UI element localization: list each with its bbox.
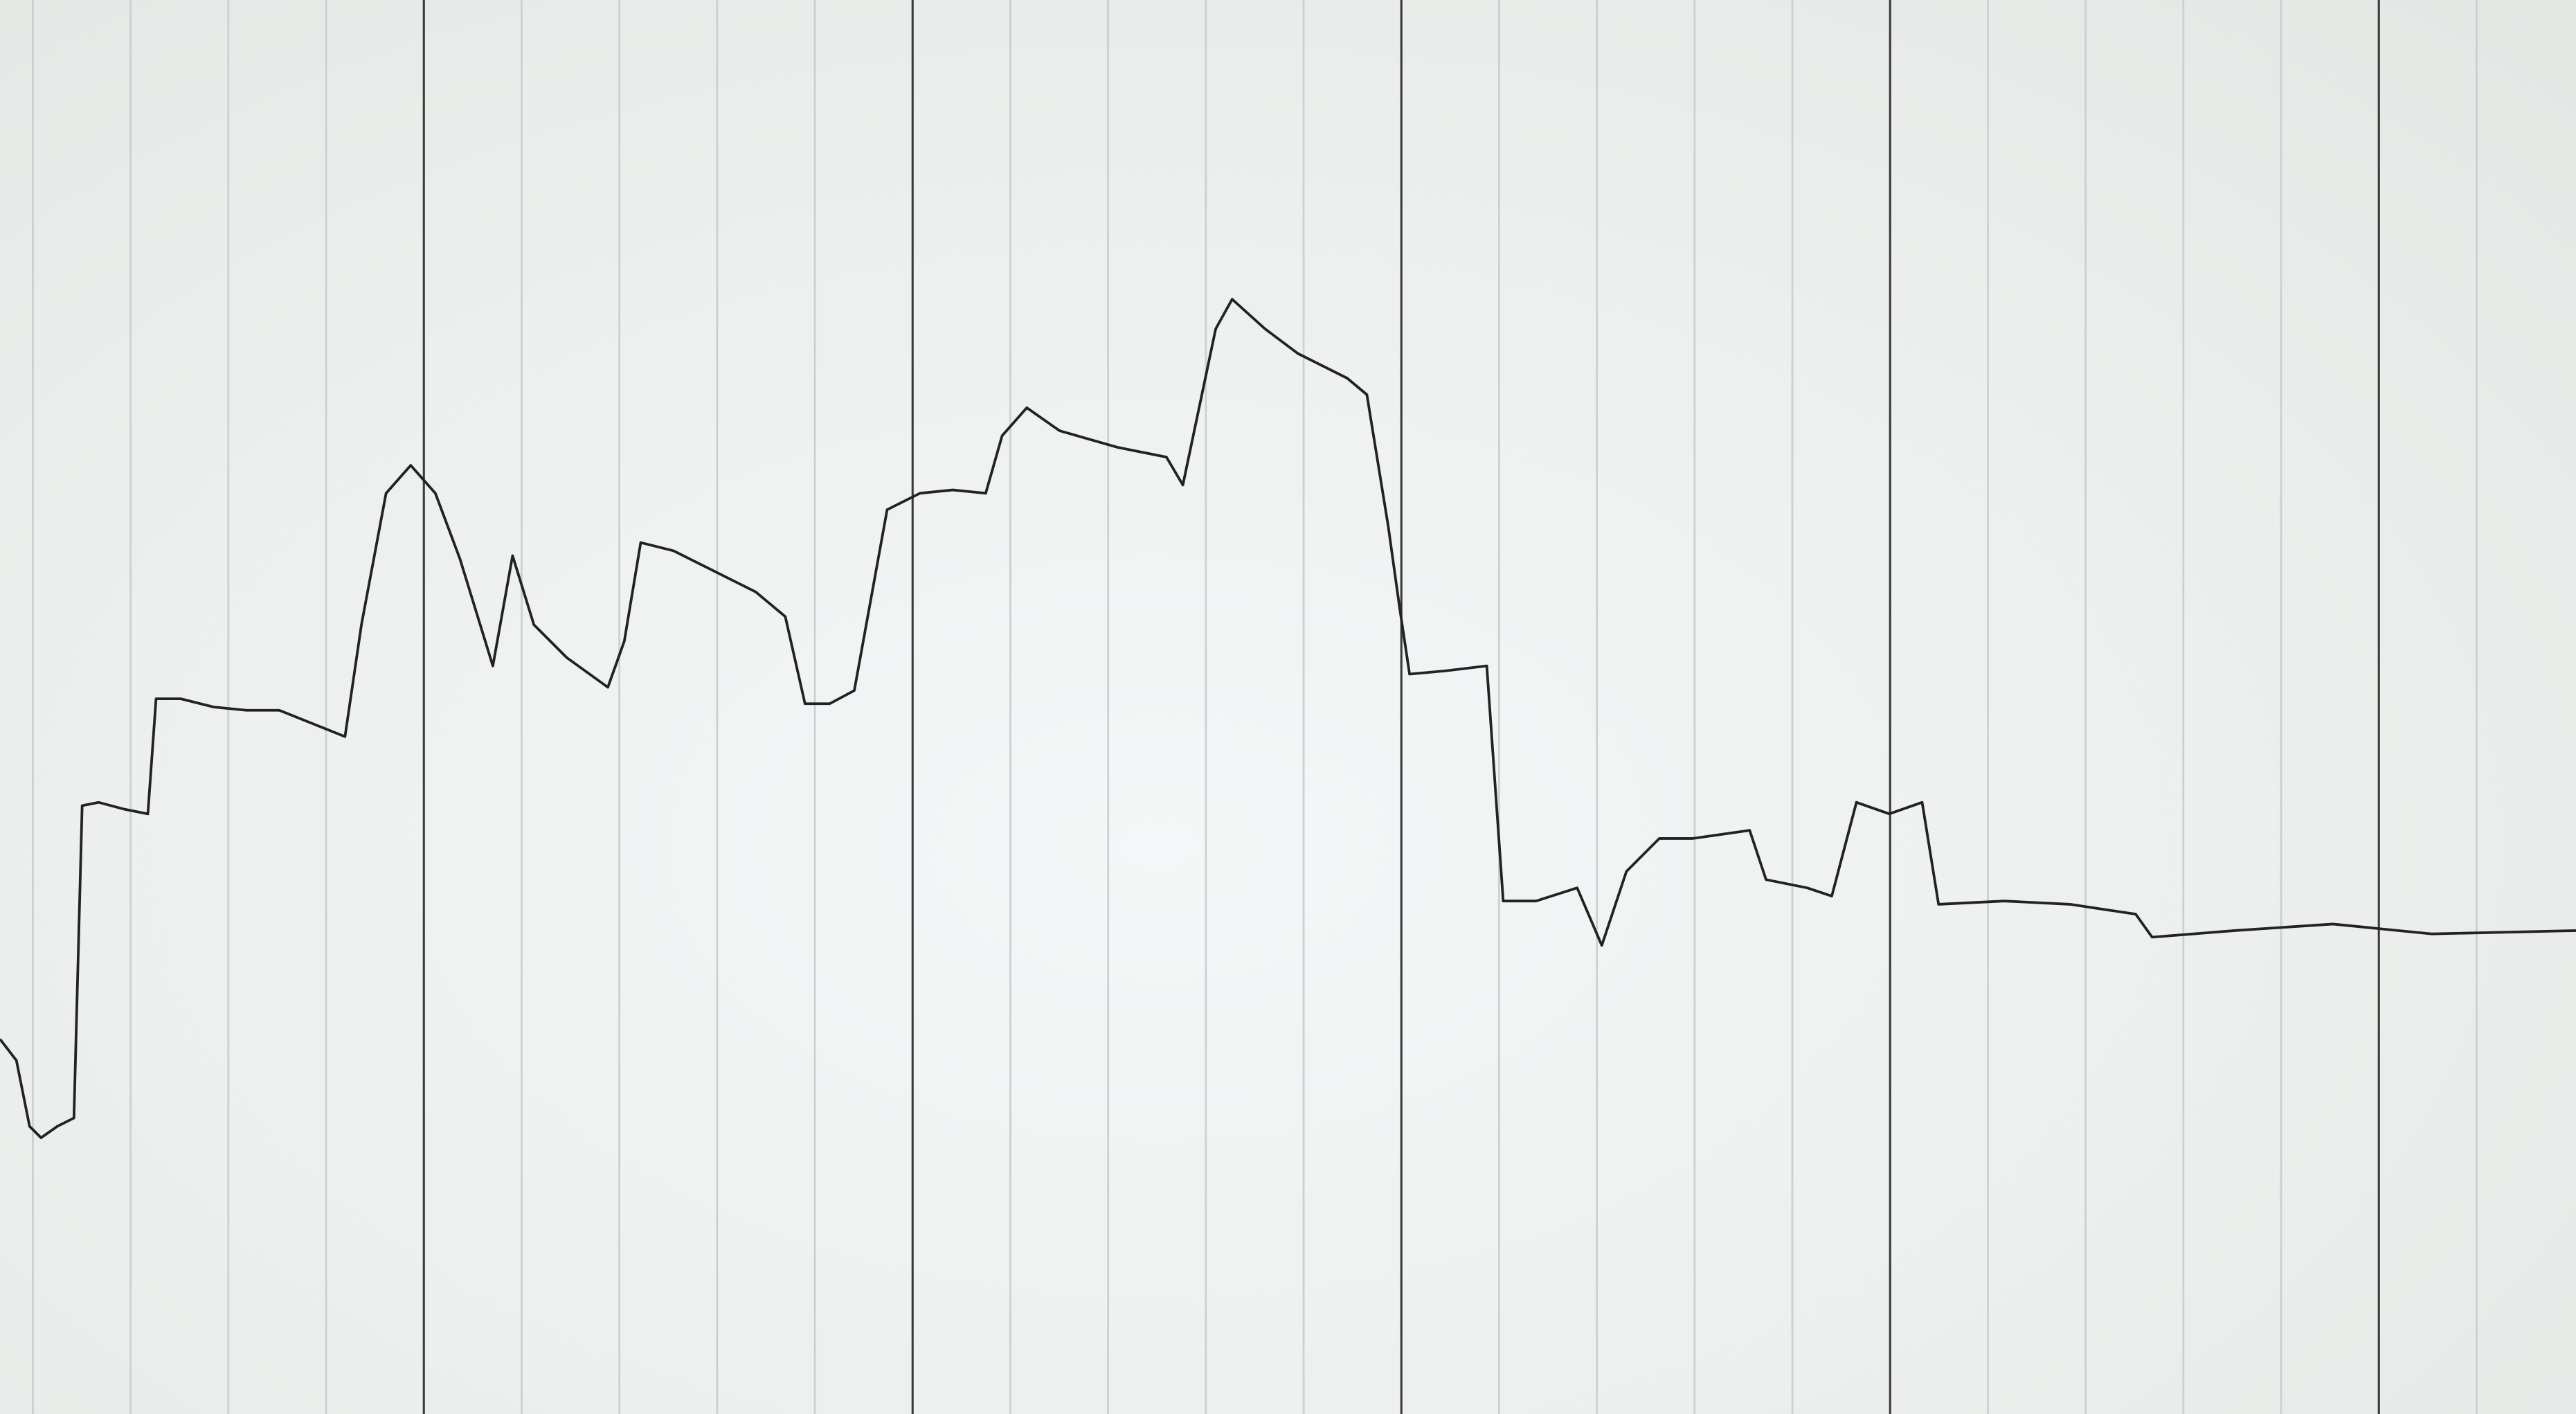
data-line bbox=[0, 298, 2576, 1139]
